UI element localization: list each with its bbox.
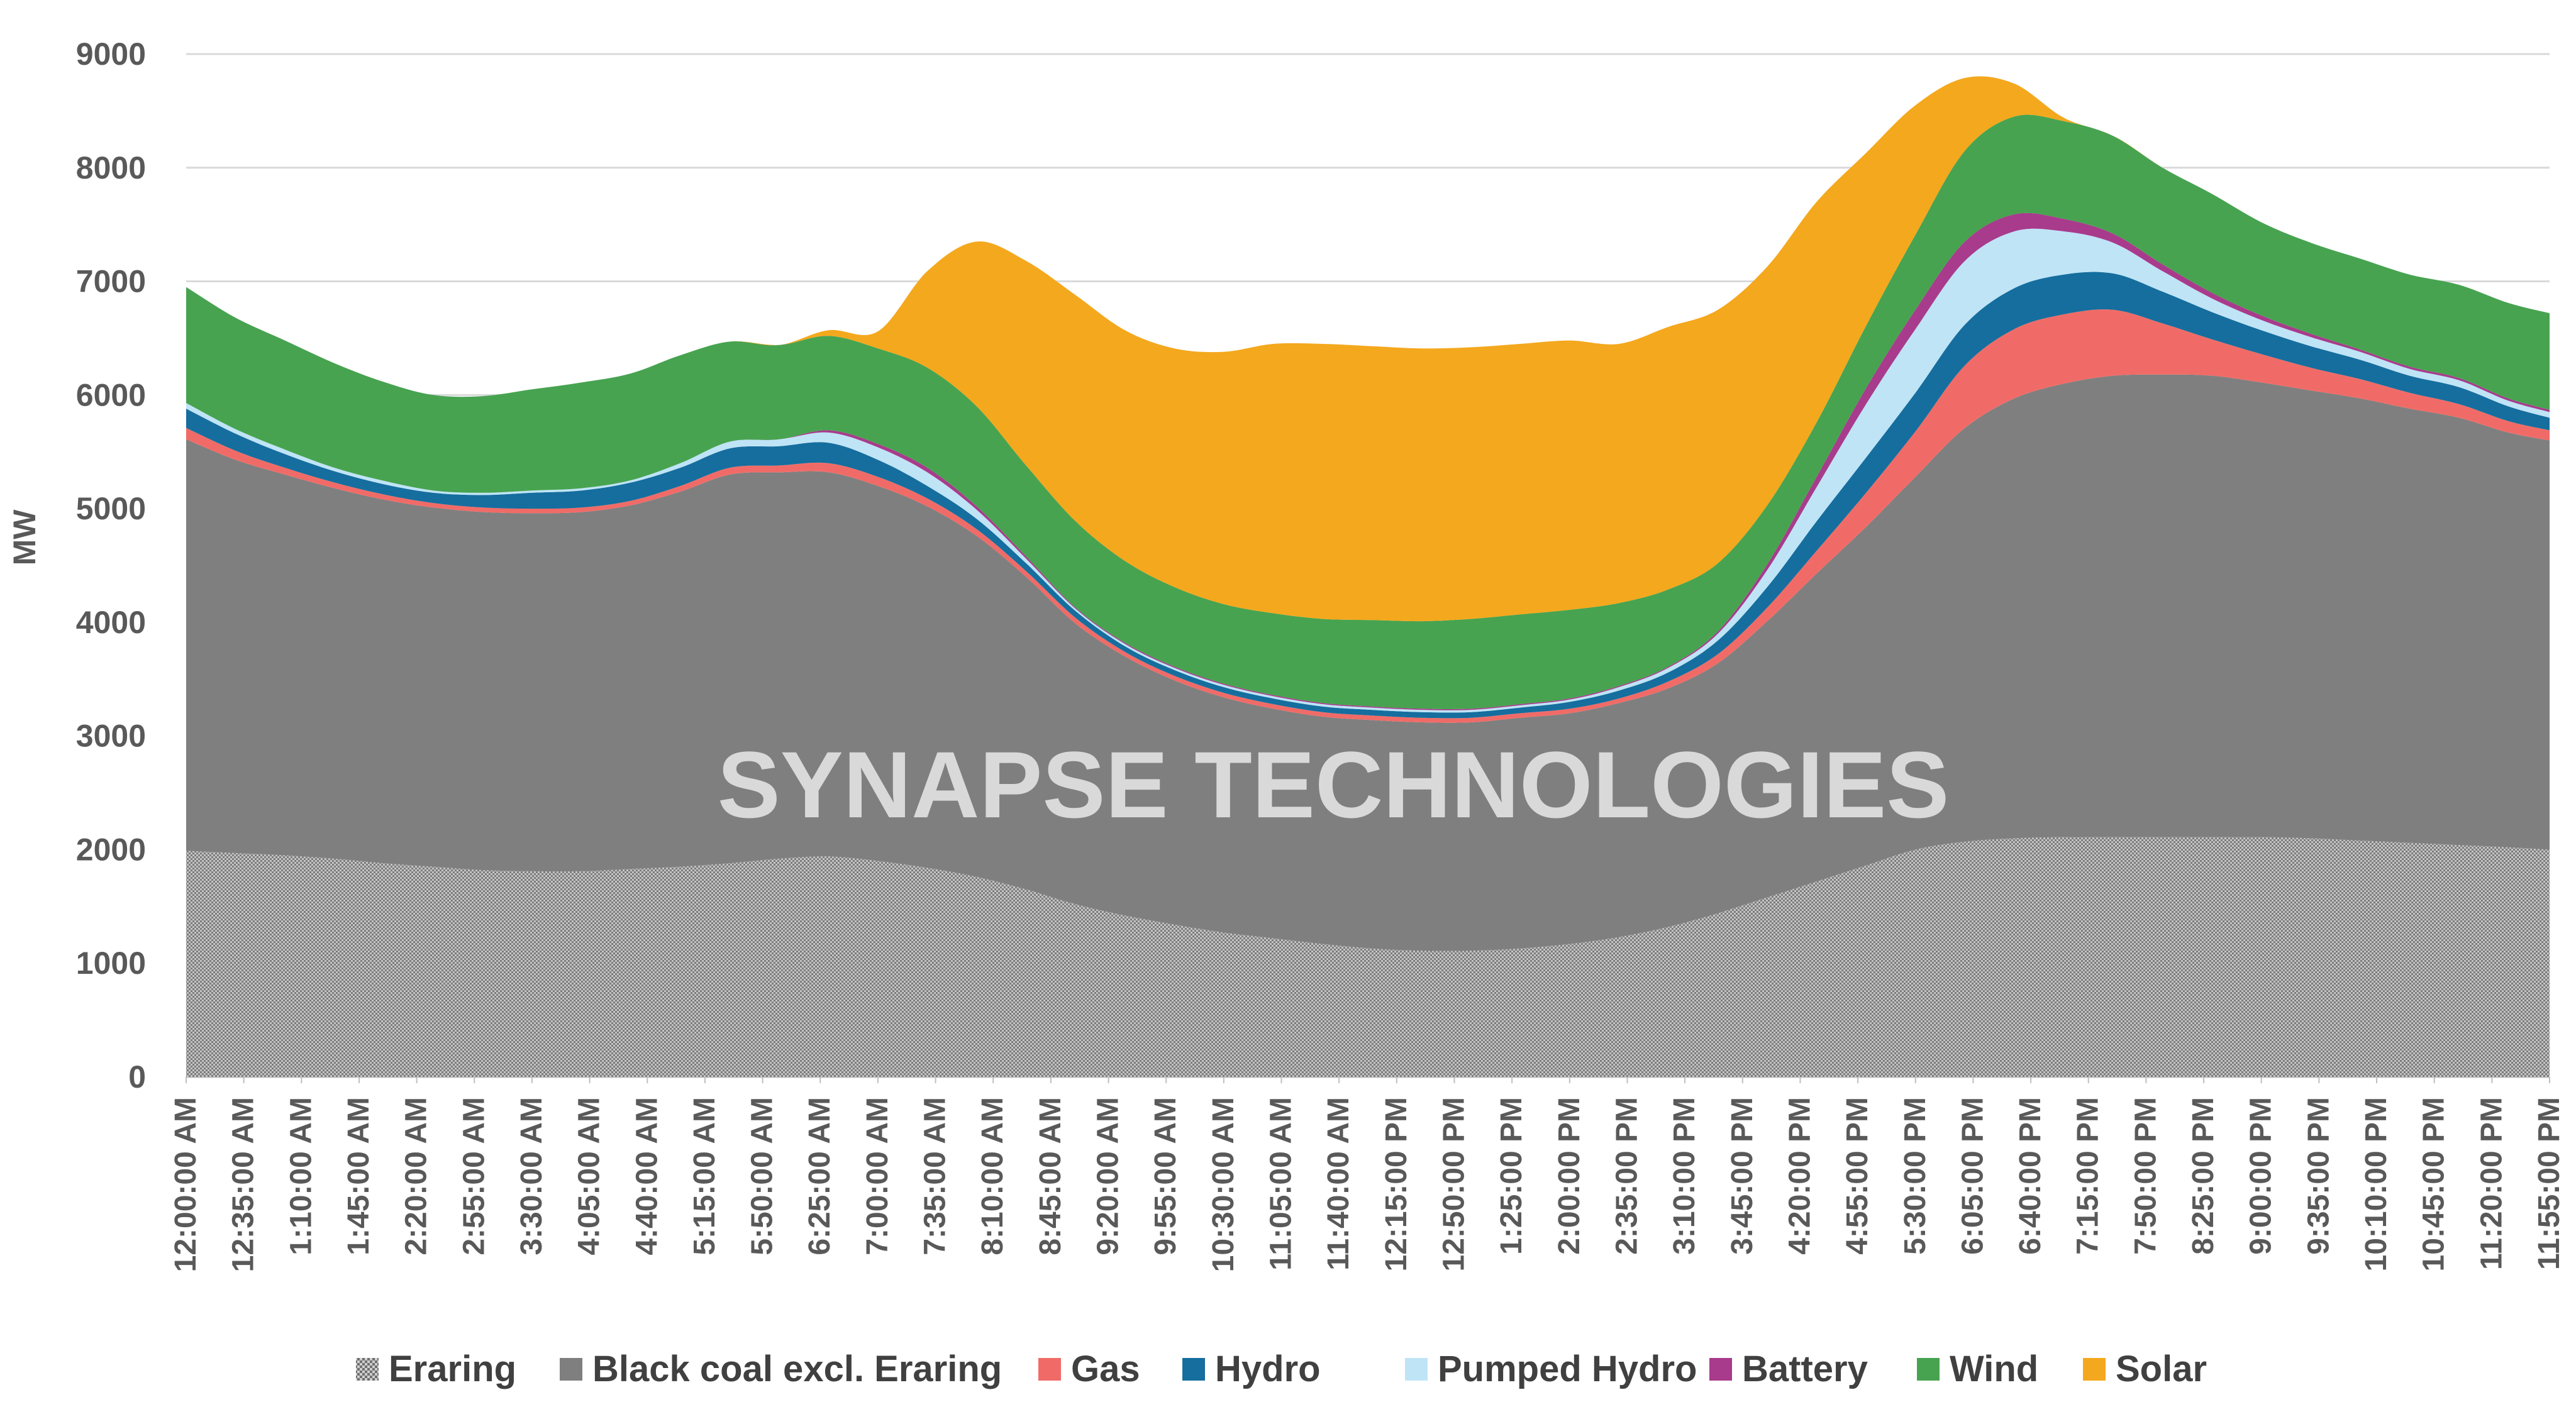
x-tick-label: 9:55:00 AM (1149, 1097, 1182, 1255)
x-tick-label: 3:10:00 PM (1668, 1097, 1701, 1255)
x-tick-label: 2:00:00 PM (1553, 1097, 1586, 1255)
x-tick-label: 11:05:00 AM (1265, 1097, 1298, 1271)
x-tick-label: 2:20:00 AM (400, 1097, 433, 1255)
y-axis-title: MW (7, 509, 42, 566)
x-tick-label: 9:35:00 PM (2302, 1097, 2335, 1255)
x-tick-label: 7:15:00 PM (2072, 1097, 2105, 1255)
x-tick-label: 11:40:00 AM (1322, 1097, 1355, 1271)
y-axis-ticks: 0 1000 2000 3000 4000 5000 6000 7000 8000 9000 (76, 36, 146, 1095)
x-tick-label: 3:30:00 AM (515, 1097, 548, 1255)
legend-label: Eraring (389, 1349, 516, 1389)
legend-label: Wind (1950, 1349, 2038, 1389)
x-axis-ticks: 12:00:00 AM 12:35:00 AM 1:10:00 AM 1:45:00 … (169, 1077, 2566, 1272)
watermark: SYNAPSE TECHNOLOGIES (718, 732, 1950, 837)
y-tick-label: 9000 (76, 36, 146, 72)
legend-label: Solar (2116, 1349, 2207, 1389)
area-series-group (186, 76, 2550, 1077)
x-tick-label: 7:00:00 AM (861, 1097, 894, 1255)
legend-label: Pumped Hydro (1438, 1349, 1697, 1389)
area-gas (186, 309, 2550, 723)
y-tick-label: 8000 (76, 150, 146, 185)
y-tick-label: 6000 (76, 377, 146, 412)
legend-label: Gas (1071, 1349, 1140, 1389)
x-tick-label: 4:55:00 PM (1841, 1097, 1874, 1255)
y-tick-label: 5000 (76, 491, 146, 526)
y-tick-label: 0 (128, 1059, 146, 1095)
x-tick-label: 8:10:00 AM (976, 1097, 1009, 1255)
x-tick-label: 4:05:00 AM (573, 1097, 606, 1255)
area-black-coal-excl-eraring (186, 374, 2550, 951)
x-tick-label: 1:25:00 PM (1495, 1097, 1528, 1255)
legend-swatch (1405, 1358, 1428, 1381)
x-tick-label: 1:45:00 AM (342, 1097, 375, 1255)
x-tick-label: 11:20:00 PM (2475, 1097, 2508, 1270)
legend-swatch (1709, 1358, 1732, 1381)
x-tick-label: 7:50:00 PM (2129, 1097, 2162, 1255)
legend: Eraring Black coal excl. Eraring Gas Hydro P… (356, 1349, 2207, 1389)
x-tick-label: 10:10:00 PM (2360, 1097, 2393, 1271)
x-tick-label: 5:15:00 AM (688, 1097, 721, 1255)
x-tick-label: 4:20:00 PM (1783, 1097, 1816, 1255)
y-tick-label: 7000 (76, 264, 146, 299)
legend-label: Battery (1742, 1349, 1868, 1389)
y-tick-label: 1000 (76, 946, 146, 981)
legend-label: Black coal excl. Eraring (592, 1349, 1002, 1389)
legend-swatch (560, 1358, 582, 1381)
x-tick-label: 8:25:00 PM (2187, 1097, 2220, 1255)
x-tick-label: 6:25:00 AM (803, 1097, 836, 1255)
x-tick-label: 9:20:00 AM (1092, 1097, 1125, 1255)
y-tick-label: 2000 (76, 832, 146, 867)
x-tick-label: 11:55:00 PM (2533, 1097, 2566, 1270)
x-tick-label: 12:35:00 AM (227, 1097, 260, 1272)
x-tick-label: 8:45:00 AM (1034, 1097, 1067, 1255)
legend-swatch (2083, 1358, 2106, 1381)
y-tick-label: 3000 (76, 719, 146, 754)
x-tick-label: 9:00:00 PM (2245, 1097, 2278, 1255)
x-tick-label: 10:30:00 AM (1207, 1097, 1240, 1272)
legend-swatch (356, 1358, 379, 1381)
x-tick-label: 7:35:00 AM (919, 1097, 952, 1255)
x-tick-label: 6:40:00 PM (2014, 1097, 2047, 1255)
legend-swatch (1917, 1358, 1940, 1381)
x-tick-label: 12:50:00 PM (1438, 1097, 1471, 1271)
legend-swatch (1038, 1358, 1061, 1381)
x-tick-label: 1:10:00 AM (284, 1097, 318, 1255)
x-tick-label: 2:35:00 PM (1611, 1097, 1644, 1255)
x-tick-label: 5:30:00 PM (1899, 1097, 1932, 1255)
y-tick-label: 4000 (76, 605, 146, 640)
x-tick-label: 5:50:00 AM (746, 1097, 779, 1255)
x-tick-label: 3:45:00 PM (1726, 1097, 1759, 1255)
x-tick-label: 12:00:00 AM (169, 1097, 203, 1272)
legend-label: Hydro (1215, 1349, 1321, 1389)
x-tick-label: 2:55:00 AM (457, 1097, 491, 1255)
x-tick-label: 4:40:00 AM (630, 1097, 663, 1255)
x-tick-label: 6:05:00 PM (1956, 1097, 1989, 1255)
legend-swatch (1182, 1358, 1205, 1381)
area-wind (186, 114, 2550, 709)
area-eraring (186, 837, 2550, 1077)
x-tick-label: 10:45:00 PM (2418, 1097, 2451, 1271)
x-tick-label: 12:15:00 PM (1380, 1097, 1413, 1271)
area-solar (186, 76, 2550, 622)
